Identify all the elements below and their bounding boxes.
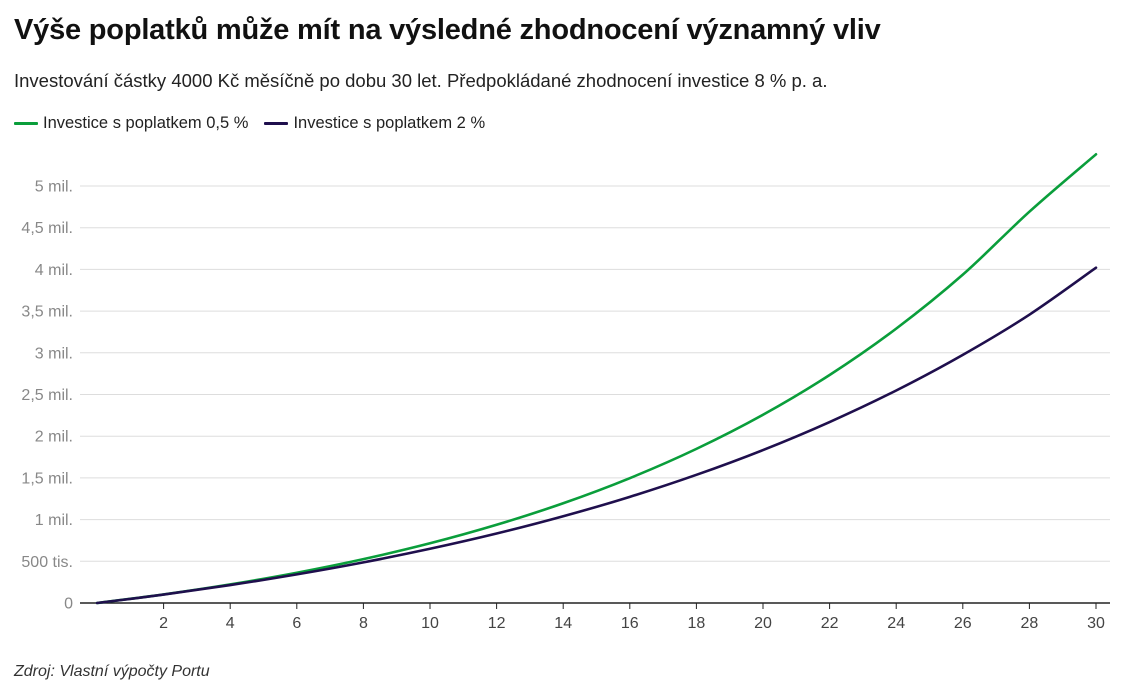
legend-item-series-1[interactable]: Investice s poplatkem 0,5 % [14, 114, 248, 133]
y-tick-label-0: 0 [64, 596, 73, 613]
x-tick-label-2: 6 [292, 615, 301, 632]
y-tick-label-5: 2,5 mil. [21, 387, 73, 404]
legend-item-series-2[interactable]: Investice s poplatkem 2 % [264, 114, 485, 133]
series-line-1 [95, 153, 1098, 605]
legend-swatch-series-1 [14, 122, 38, 125]
y-tick-label-6: 3 mil. [35, 345, 73, 362]
chart-legend: Investice s poplatkem 0,5 % Investice s … [14, 114, 485, 133]
chart-source: Zdroj: Vlastní výpočty Portu [14, 663, 210, 680]
x-tick-label-5: 12 [488, 615, 506, 632]
x-tick-label-1: 4 [226, 615, 235, 632]
y-tick-label-9: 4,5 mil. [21, 220, 73, 237]
legend-label-series-2: Investice s poplatkem 2 % [293, 114, 486, 132]
y-tick-label-8: 4 mil. [35, 262, 73, 279]
x-tick-label-10: 22 [821, 615, 839, 632]
x-tick-label-7: 16 [621, 615, 639, 632]
x-tick-label-6: 14 [554, 615, 572, 632]
x-tick-label-14: 30 [1087, 615, 1105, 632]
legend-label-series-1: Investice s poplatkem 0,5 % [43, 114, 249, 132]
x-tick-label-12: 26 [954, 615, 972, 632]
y-tick-label-7: 3,5 mil. [21, 304, 73, 321]
y-tick-label-3: 1,5 mil. [21, 470, 73, 487]
y-tick-label-2: 1 mil. [35, 512, 73, 529]
chart-title: Výše poplatků může mít na výsledné zhodn… [14, 14, 881, 46]
x-tick-label-4: 10 [421, 615, 439, 632]
x-tick-label-11: 24 [887, 615, 905, 632]
y-tick-label-10: 5 mil. [35, 179, 73, 196]
y-tick-label-4: 2 mil. [35, 429, 73, 446]
x-tick-label-3: 8 [359, 615, 368, 632]
x-tick-label-0: 2 [159, 615, 168, 632]
chart-subtitle: Investování částky 4000 Kč měsíčně po do… [14, 70, 828, 91]
y-tick-label-1: 500 tis. [21, 554, 73, 571]
x-tick-label-8: 18 [688, 615, 706, 632]
x-tick-label-13: 28 [1021, 615, 1039, 632]
series-line-2 [95, 266, 1098, 605]
legend-swatch-series-2 [264, 122, 289, 125]
x-tick-label-9: 20 [754, 615, 772, 632]
